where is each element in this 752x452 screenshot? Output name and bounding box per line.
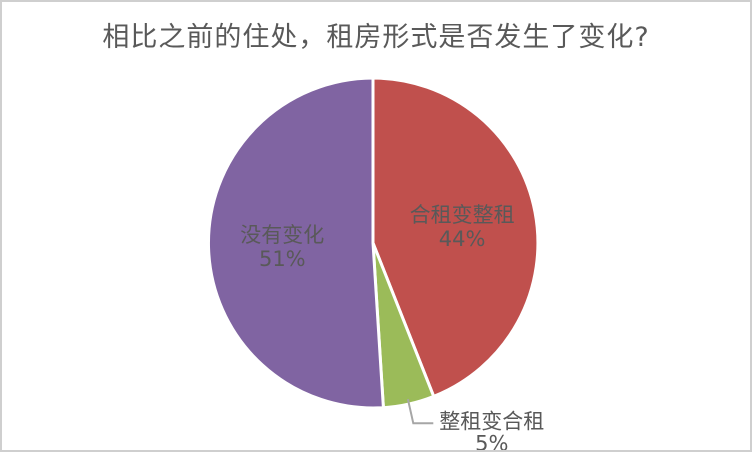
pie-slice-3 [207,76,385,410]
slice-percent-3: 51% [259,247,306,271]
slice-label-3: 没有变化 [240,223,324,247]
pie-slice-1 [371,76,540,398]
chart-title: 相比之前的住处，租房形式是否发生了变化? [102,22,650,53]
leader-line [406,398,434,425]
slice-percent-2: 5% [475,431,508,452]
slice-label-1: 合租变整租 [410,203,515,227]
slice-percent-1: 44% [439,227,486,251]
slice-label-2: 整租变合租 [439,409,544,433]
